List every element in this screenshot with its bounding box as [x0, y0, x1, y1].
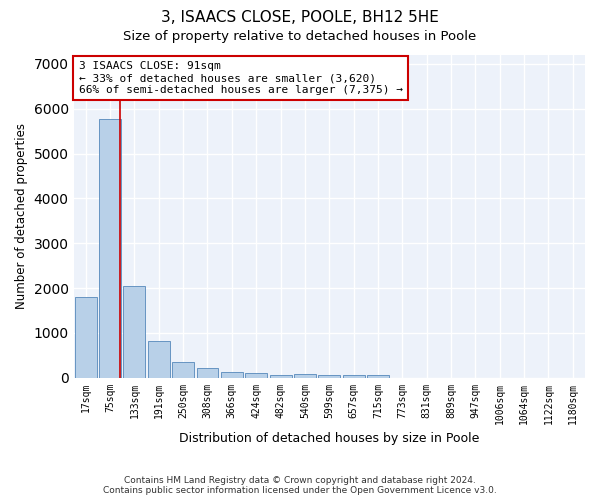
Text: Size of property relative to detached houses in Poole: Size of property relative to detached ho… — [124, 30, 476, 43]
Bar — [319, 374, 340, 378]
Bar — [221, 372, 243, 378]
Bar — [269, 374, 292, 378]
Bar — [343, 375, 365, 378]
Bar — [197, 368, 218, 378]
Bar — [172, 362, 194, 378]
Y-axis label: Number of detached properties: Number of detached properties — [15, 124, 28, 310]
X-axis label: Distribution of detached houses by size in Poole: Distribution of detached houses by size … — [179, 432, 479, 445]
Bar — [75, 297, 97, 378]
Text: Contains HM Land Registry data © Crown copyright and database right 2024.
Contai: Contains HM Land Registry data © Crown c… — [103, 476, 497, 495]
Bar — [245, 373, 267, 378]
Text: 3 ISAACS CLOSE: 91sqm
← 33% of detached houses are smaller (3,620)
66% of semi-d: 3 ISAACS CLOSE: 91sqm ← 33% of detached … — [79, 62, 403, 94]
Bar — [148, 341, 170, 378]
Bar — [124, 286, 145, 378]
Bar — [99, 118, 121, 378]
Bar — [367, 376, 389, 378]
Text: 3, ISAACS CLOSE, POOLE, BH12 5HE: 3, ISAACS CLOSE, POOLE, BH12 5HE — [161, 10, 439, 25]
Bar — [294, 374, 316, 378]
